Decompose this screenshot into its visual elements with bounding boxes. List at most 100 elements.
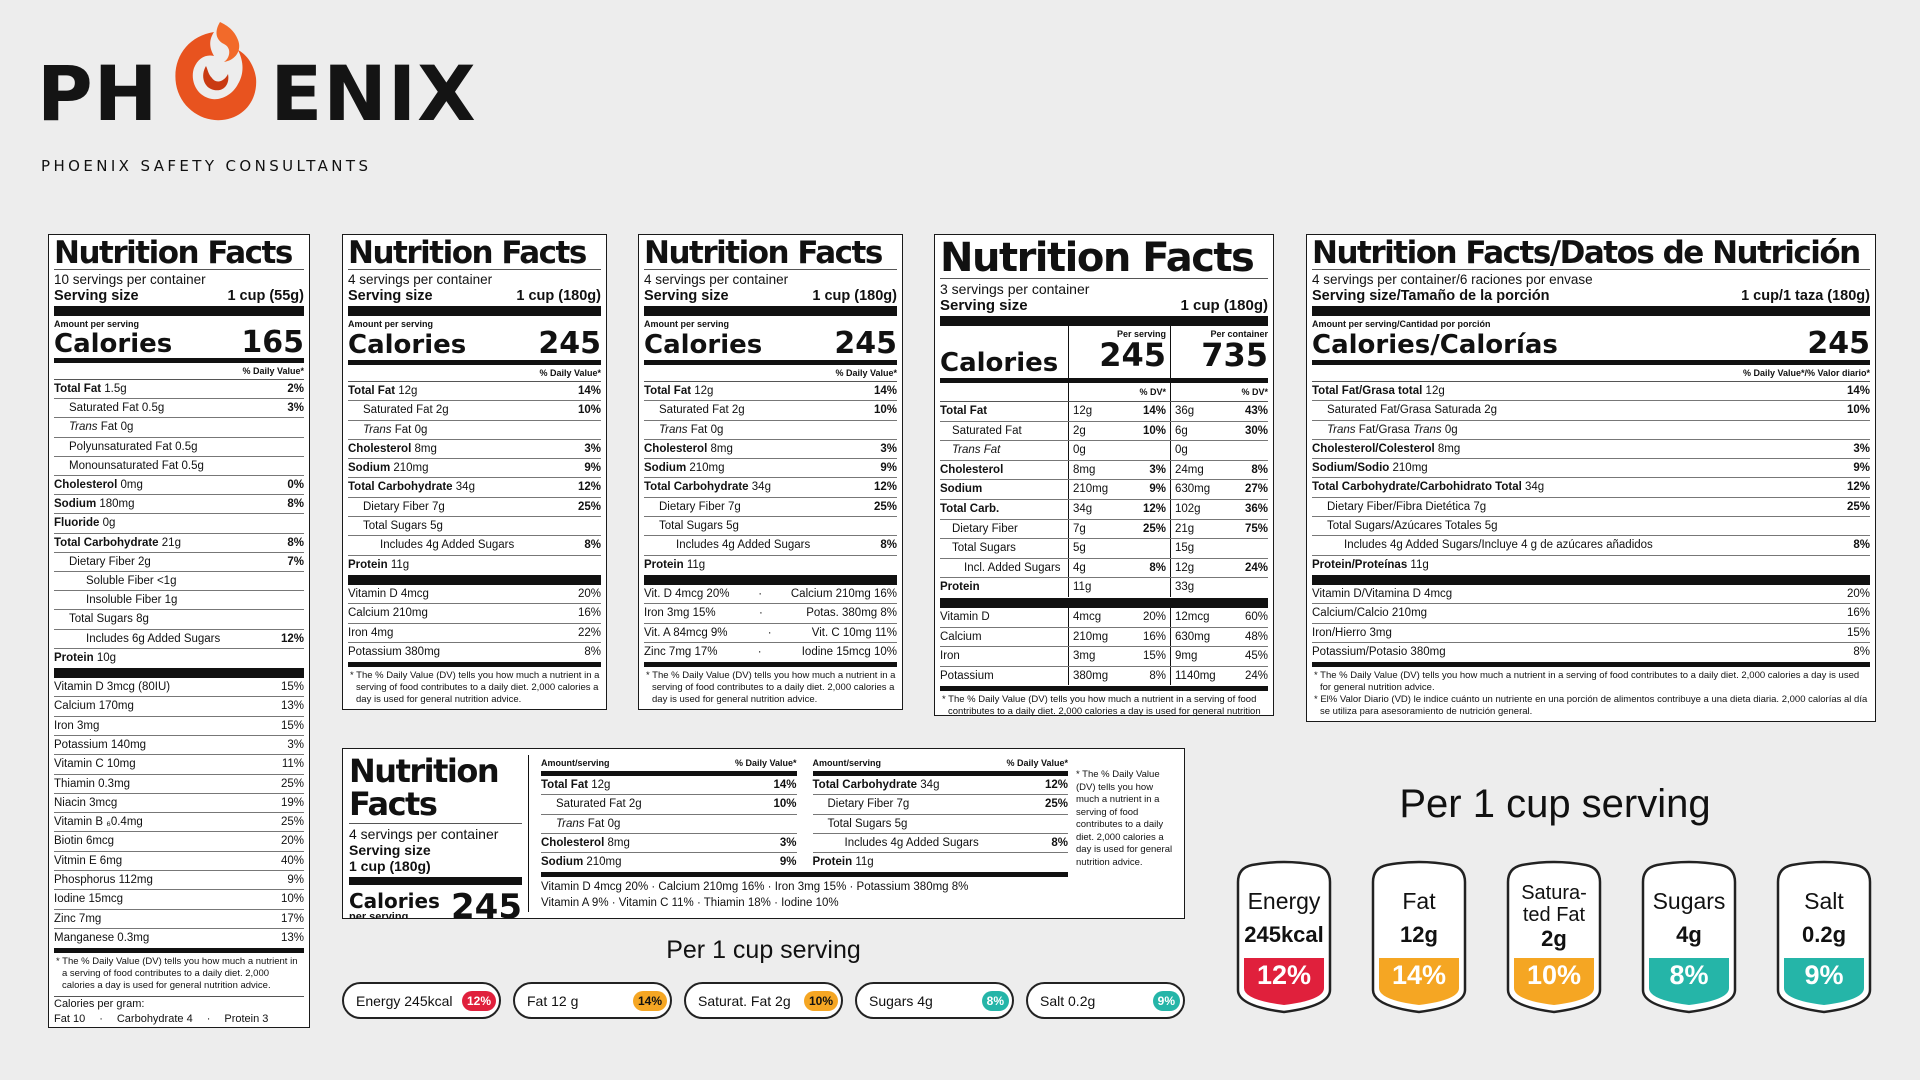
phoenix-logo: PH ENIX PHOENIX SAFETY CONSULTANTS xyxy=(37,14,476,184)
nutrient-amount: <1g xyxy=(156,575,177,588)
nutrient-name: Trans xyxy=(659,423,688,436)
vitamin-dv: 10% xyxy=(280,893,304,906)
container-dv: 27% xyxy=(1244,483,1268,496)
divider xyxy=(348,574,601,585)
serving-size-label: Serving size xyxy=(644,288,729,304)
vitamin-name: Vitamin D 3mcg (80IU) xyxy=(54,681,171,694)
calories-value: 165 xyxy=(241,325,304,360)
nutrient-name: Saturated Fat/Grasa Saturada xyxy=(1327,404,1482,417)
nutrient-name: Saturated Fat xyxy=(659,404,729,417)
footnote: * The % Daily Value (DV) tells you how m… xyxy=(56,956,298,992)
container-amount: 6g xyxy=(1175,424,1188,437)
nutrient-name-cell: Cholesterol 8mg xyxy=(541,834,630,852)
vitamin-dv: 22% xyxy=(577,626,601,639)
nutrient-row: Sodium 210mg 9% xyxy=(541,852,797,871)
logo-text-right: ENIX xyxy=(270,49,477,138)
nutrient-amount: 8mg xyxy=(710,442,733,455)
serving-size-label: Serving size xyxy=(349,842,431,858)
nutrient-name-cell: Total Carbohydrate 34g xyxy=(348,478,475,496)
col-head-dv: % Daily Value* xyxy=(1006,758,1068,768)
serving-dv: 16% xyxy=(1142,630,1166,643)
vitamin-rows: Vitamin D 4mcg 20% Calcium 210mg 16% Iron 4m… xyxy=(348,585,601,661)
nutrient-name: Trans Fat xyxy=(952,444,1001,457)
serving-cell: 11g xyxy=(1068,578,1170,597)
nutrient-name-cell: Protein xyxy=(940,578,1068,597)
nutrient-name-cell: Total Carbohydrate/Carbohidrato Total 34… xyxy=(1312,478,1544,496)
nutrient-row: Total Sugars 5g xyxy=(812,813,1068,833)
vitamin-name: Biotin 6mcg xyxy=(54,835,115,848)
nutrient-name-cell: Dietary Fiber xyxy=(940,520,1068,539)
nutrient-amount: 2g xyxy=(628,798,642,811)
nutrient-dv: 9% xyxy=(880,462,897,475)
amount-per-serving: Amount per serving xyxy=(644,319,730,329)
nutrient-name: Incl. Added Sugars xyxy=(964,561,1061,574)
container-dv: 43% xyxy=(1244,405,1268,417)
serving-amount: 0g xyxy=(1073,444,1086,457)
pill-percent: 9% xyxy=(1152,990,1180,1011)
container-dv: 8% xyxy=(1251,463,1268,476)
nutrient-name-cell: Total Carbohydrate 21g xyxy=(54,534,181,552)
vitamin-row: Vitamin D/Vitamina D 4mcg 20% xyxy=(1312,585,1870,603)
nutrient-dv: 8% xyxy=(1853,539,1870,552)
nutrient-name-cell: Soluble Fiber <1g xyxy=(86,572,176,590)
serving-cell: 3mg 15% xyxy=(1068,647,1170,666)
nutrient-dv: 12% xyxy=(873,481,897,494)
nutrition-label-tabular: Nutrition Facts 4 servings per container… xyxy=(342,748,1185,919)
nutrient-row: Total Carbohydrate 34g 12% xyxy=(644,477,897,496)
footnote: * The % Daily Value (DV) tells you how m… xyxy=(646,670,896,706)
container-cell: 0g xyxy=(1170,441,1268,460)
vitamin-dv: 20% xyxy=(1846,587,1870,600)
label-title: Nutrition Facts xyxy=(940,235,1268,279)
badge-value: 4g xyxy=(1676,922,1702,947)
divider xyxy=(644,574,897,585)
per-serving-text: per serving xyxy=(349,911,409,919)
nutrient-row: Includes 6g Added Sugars 12% xyxy=(54,628,304,648)
nutrient-dv: 12% xyxy=(1044,779,1068,791)
nutrient-amount: 7g xyxy=(896,798,910,811)
tab-columns: Amount/serving % Daily Value* Total Fat … xyxy=(541,755,1068,871)
nutrient-row: Protein 11g xyxy=(348,554,601,574)
vitamins-line-2: Vitamin A 9% · Vitamin C 11% · Thiamin 1… xyxy=(541,897,839,910)
nutrient-row: Total Carb. 34g 12% 102g 36% xyxy=(940,498,1268,519)
vitamin-row: Zinc 7mg 17% · Iodine 15mcg 10% xyxy=(644,641,897,661)
nutrient-row: Total Sugars/Azúcares Totales 5g xyxy=(1312,516,1870,535)
nutrient-name: Dietary Fiber xyxy=(952,522,1018,535)
vitamin-dv: 3% xyxy=(287,738,304,751)
nutrient-row: Includes 4g Added Sugars 8% xyxy=(812,832,1068,852)
vitamin-name: Iodine 15mcg xyxy=(54,893,124,906)
vitamin-cell: Vit. C 10mg 11% xyxy=(811,626,897,639)
container-dv: 36% xyxy=(1244,502,1268,515)
vitamin-name: Potassium xyxy=(940,669,994,682)
nutrient-name: Trans xyxy=(363,423,392,436)
nutrient-row: Total Fat 12g 14% xyxy=(541,776,797,794)
nutrient-dv: 9% xyxy=(1853,462,1870,475)
label-title-1: Nutrition xyxy=(349,752,500,790)
badge-percent: 14% xyxy=(1391,960,1447,990)
vitamin-cell: Iodine 15mcg 10% xyxy=(801,645,897,658)
nutrient-amount: 34g xyxy=(455,481,475,494)
label-title: Nutrition Facts/Datos de Nutrición xyxy=(1312,235,1870,270)
nutrient-name-cell: Trans Fat xyxy=(940,441,1068,460)
divider xyxy=(940,597,1268,608)
container-amount: 102g xyxy=(1175,502,1201,515)
vitamin-row: Potassium 380mg 8% 1140mg 24% xyxy=(940,665,1268,686)
nutrient-name: Trans xyxy=(556,817,585,830)
nutrition-label-simplified: Nutrition Facts 4 servings per container… xyxy=(638,234,903,710)
nutrient-name: Includes 4g Added Sugars xyxy=(380,539,515,552)
pill-label: Salt 0.2g xyxy=(1040,992,1096,1009)
nutrient-row: Dietary Fiber 7g 25% xyxy=(644,496,897,516)
nutrient-row: Trans Fat 0g xyxy=(644,419,897,439)
vitamin-row: Vitamin B ₆0.4mg 25% xyxy=(54,812,304,831)
vitamin-row: Calcium 170mg 13% xyxy=(54,696,304,715)
nutrient-name-cell: Trans Fat 0g xyxy=(659,421,723,439)
nutrient-dv: 8% xyxy=(287,498,304,511)
nutrient-name: Total Fat xyxy=(348,385,396,397)
nutrient-row: Dietary Fiber 7g 25% xyxy=(812,794,1068,813)
dv-head-container: % DV* xyxy=(1170,383,1268,401)
serving-amount: 34g xyxy=(1073,502,1093,515)
calories-label: Calories xyxy=(644,330,763,360)
serving-size-label: Serving size xyxy=(54,288,139,304)
serving-dv: 8% xyxy=(1149,669,1166,682)
calories-value: 245 xyxy=(834,326,897,361)
nutrient-row: Cholesterol 0mg 0% xyxy=(54,475,304,494)
